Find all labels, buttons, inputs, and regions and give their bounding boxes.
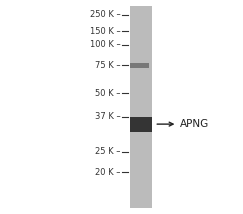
- Text: 20 K –: 20 K –: [95, 168, 120, 177]
- Bar: [130, 63, 149, 68]
- Text: 150 K –: 150 K –: [89, 27, 120, 36]
- Text: 100 K –: 100 K –: [89, 40, 120, 49]
- Text: 250 K –: 250 K –: [89, 10, 120, 19]
- Text: 25 K –: 25 K –: [95, 147, 120, 156]
- Text: 37 K –: 37 K –: [95, 112, 120, 121]
- Text: 50 K –: 50 K –: [95, 89, 120, 98]
- Bar: [130, 117, 152, 132]
- Bar: [130, 6, 152, 208]
- Text: APNG: APNG: [180, 119, 209, 129]
- Text: 75 K –: 75 K –: [95, 61, 120, 70]
